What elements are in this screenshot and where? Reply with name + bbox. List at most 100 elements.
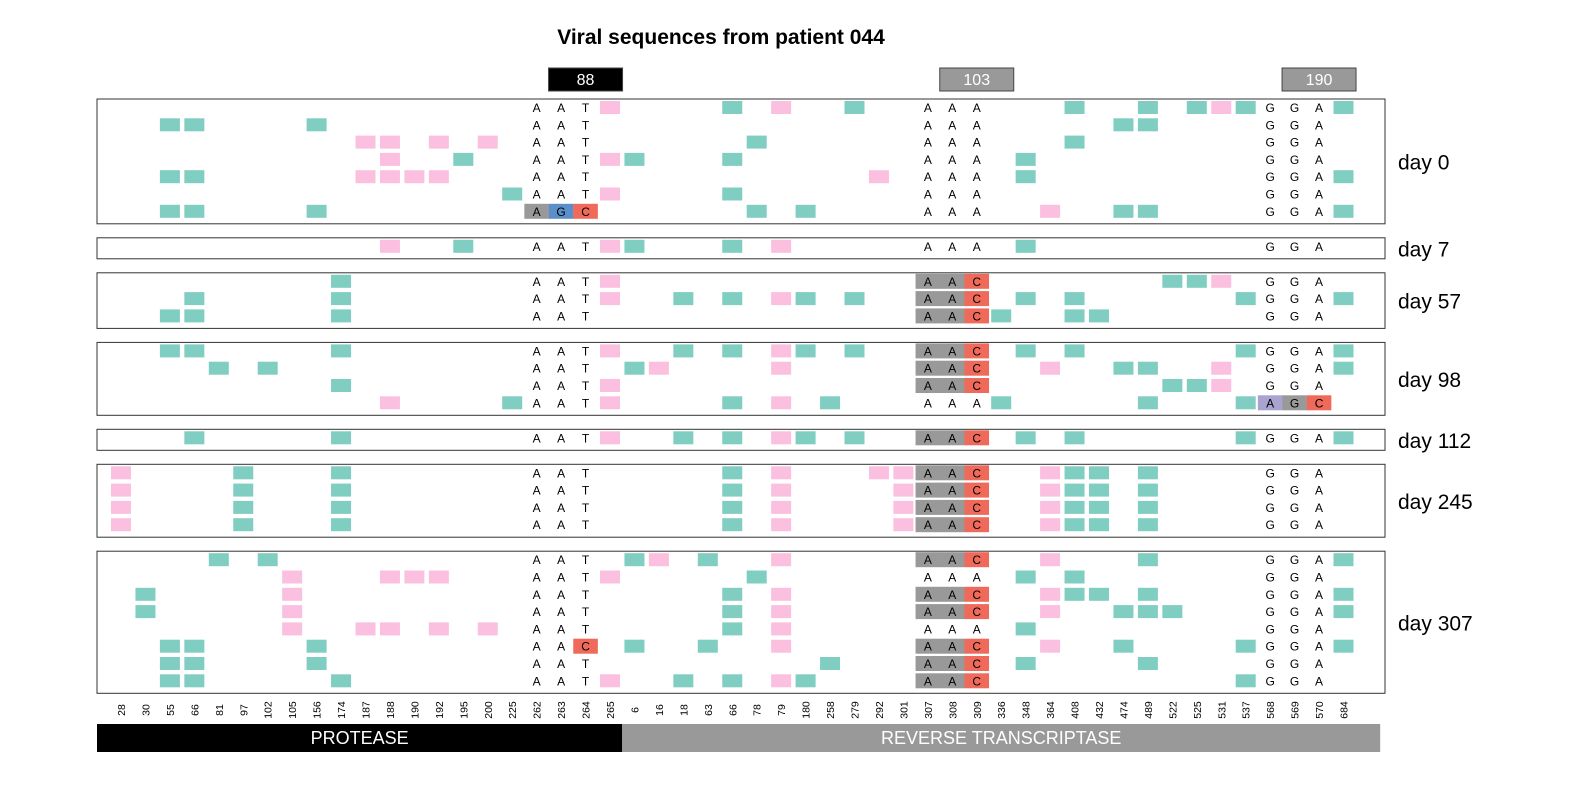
codon-base-highlight [940, 291, 965, 307]
synonymous-cell [1064, 466, 1085, 480]
position-label: 6 [629, 707, 641, 713]
codon-base-letter: T [582, 309, 590, 323]
codon-base-letter: G [1290, 379, 1299, 393]
codon-header-box-103 [939, 67, 1015, 92]
codon-base-letter: A [924, 118, 932, 132]
region-bar [622, 724, 1381, 752]
codon-base-letter: G [1265, 622, 1274, 636]
codon-base-letter: A [533, 605, 541, 619]
codon-base-letter: A [533, 379, 541, 393]
nonsynonymous-cell [111, 500, 131, 514]
position-label: 97 [238, 704, 250, 716]
synonymous-cell [1064, 431, 1085, 445]
codon-base-letter: A [533, 205, 541, 219]
codon-base-letter: A [1315, 205, 1323, 219]
synonymous-cell [1064, 483, 1085, 497]
codon-base-highlight [915, 552, 941, 568]
codon-base-letter: T [582, 588, 590, 602]
synonymous-cell [1137, 587, 1158, 601]
nonsynonymous-cell [1040, 639, 1061, 653]
codon-base-letter: A [533, 640, 541, 654]
position-label: 30 [140, 704, 152, 716]
codon-base-letter: A [973, 622, 981, 636]
codon-base-letter: A [948, 170, 956, 184]
synonymous-cell [233, 483, 254, 497]
codon-base-letter: A [924, 309, 932, 323]
synonymous-cell [1186, 274, 1207, 288]
day-group-label: day 307 [1398, 612, 1473, 635]
codon-base-highlight [940, 586, 965, 602]
codon-base-highlight [940, 430, 965, 446]
synonymous-cell [1064, 570, 1085, 584]
codon-base-letter: G [1265, 309, 1274, 323]
codon-base-letter: T [582, 396, 590, 410]
nonsynonymous-cell [379, 170, 400, 184]
codon-base-highlight [964, 552, 990, 568]
codon-base-letter: A [948, 379, 956, 393]
nonsynonymous-cell [893, 483, 914, 497]
synonymous-cell [1089, 518, 1109, 532]
nonsynonymous-cell [477, 622, 498, 636]
codon-base-letter: A [557, 396, 565, 410]
synonymous-cell [1064, 292, 1085, 306]
codon-base-letter: A [533, 571, 541, 585]
chart-title: Viral sequences from patient 044 [557, 26, 885, 49]
position-label: 537 [1241, 701, 1253, 719]
synonymous-cell [1015, 344, 1036, 358]
codon-base-letter: G [1290, 518, 1299, 532]
synonymous-cell [1137, 101, 1158, 114]
position-label: 531 [1216, 701, 1228, 719]
synonymous-cell [795, 344, 816, 358]
synonymous-cell [453, 239, 474, 253]
synonymous-cell [184, 639, 205, 653]
codon-base-letter: C [972, 292, 981, 306]
codon-base-highlight [915, 517, 941, 533]
codon-base-letter: G [1265, 170, 1274, 184]
codon-base-letter: T [582, 553, 590, 567]
synonymous-cell [1137, 483, 1158, 497]
synonymous-cell [624, 152, 645, 166]
nonsynonymous-cell [111, 466, 131, 480]
synonymous-cell [135, 605, 156, 619]
codon-base-letter: A [533, 657, 541, 671]
synonymous-cell [208, 361, 229, 375]
synonymous-cell [844, 431, 865, 445]
synonymous-cell [1333, 101, 1354, 114]
nonsynonymous-cell [355, 170, 376, 184]
codon-base-letter: T [582, 657, 590, 671]
codon-base-letter: T [582, 484, 590, 498]
synonymous-cell [795, 292, 816, 306]
synonymous-cell [1333, 361, 1354, 375]
synonymous-cell [820, 657, 841, 670]
codon-base-letter: A [924, 275, 932, 289]
codon-base-highlight [940, 308, 965, 324]
codon-base-highlight [964, 378, 990, 393]
codon-base-letter: T [582, 466, 590, 480]
codon-base-letter: C [972, 484, 981, 498]
codon-base-highlight [915, 586, 941, 602]
codon-base-letter: T [582, 571, 590, 585]
codon-base-letter: T [582, 136, 590, 150]
synonymous-cell [991, 396, 1012, 410]
codon-base-letter: G [1265, 588, 1274, 602]
codon-base-letter: A [948, 657, 956, 671]
codon-base-letter: A [924, 188, 932, 202]
synonymous-cell [331, 466, 352, 480]
synonymous-cell [722, 483, 743, 497]
day-group-label: day 112 [1398, 430, 1471, 453]
codon-base-highlight [915, 273, 941, 289]
nonsynonymous-cell [893, 500, 914, 514]
codon-base-letter: A [948, 101, 956, 115]
codon-base-letter: G [1290, 170, 1299, 184]
codon-base-letter: A [557, 518, 565, 532]
codon-base-highlight [915, 378, 941, 393]
codon-base-letter: A [924, 640, 932, 654]
nonsynonymous-cell [1211, 274, 1232, 288]
codon-base-letter: C [972, 362, 981, 376]
position-label: 258 [825, 701, 837, 719]
codon-base-highlight [915, 482, 941, 498]
position-label: 301 [898, 701, 910, 719]
codon-base-letter: G [1290, 344, 1299, 358]
codon-base-letter: A [557, 101, 565, 115]
codon-base-letter: T [582, 101, 590, 115]
